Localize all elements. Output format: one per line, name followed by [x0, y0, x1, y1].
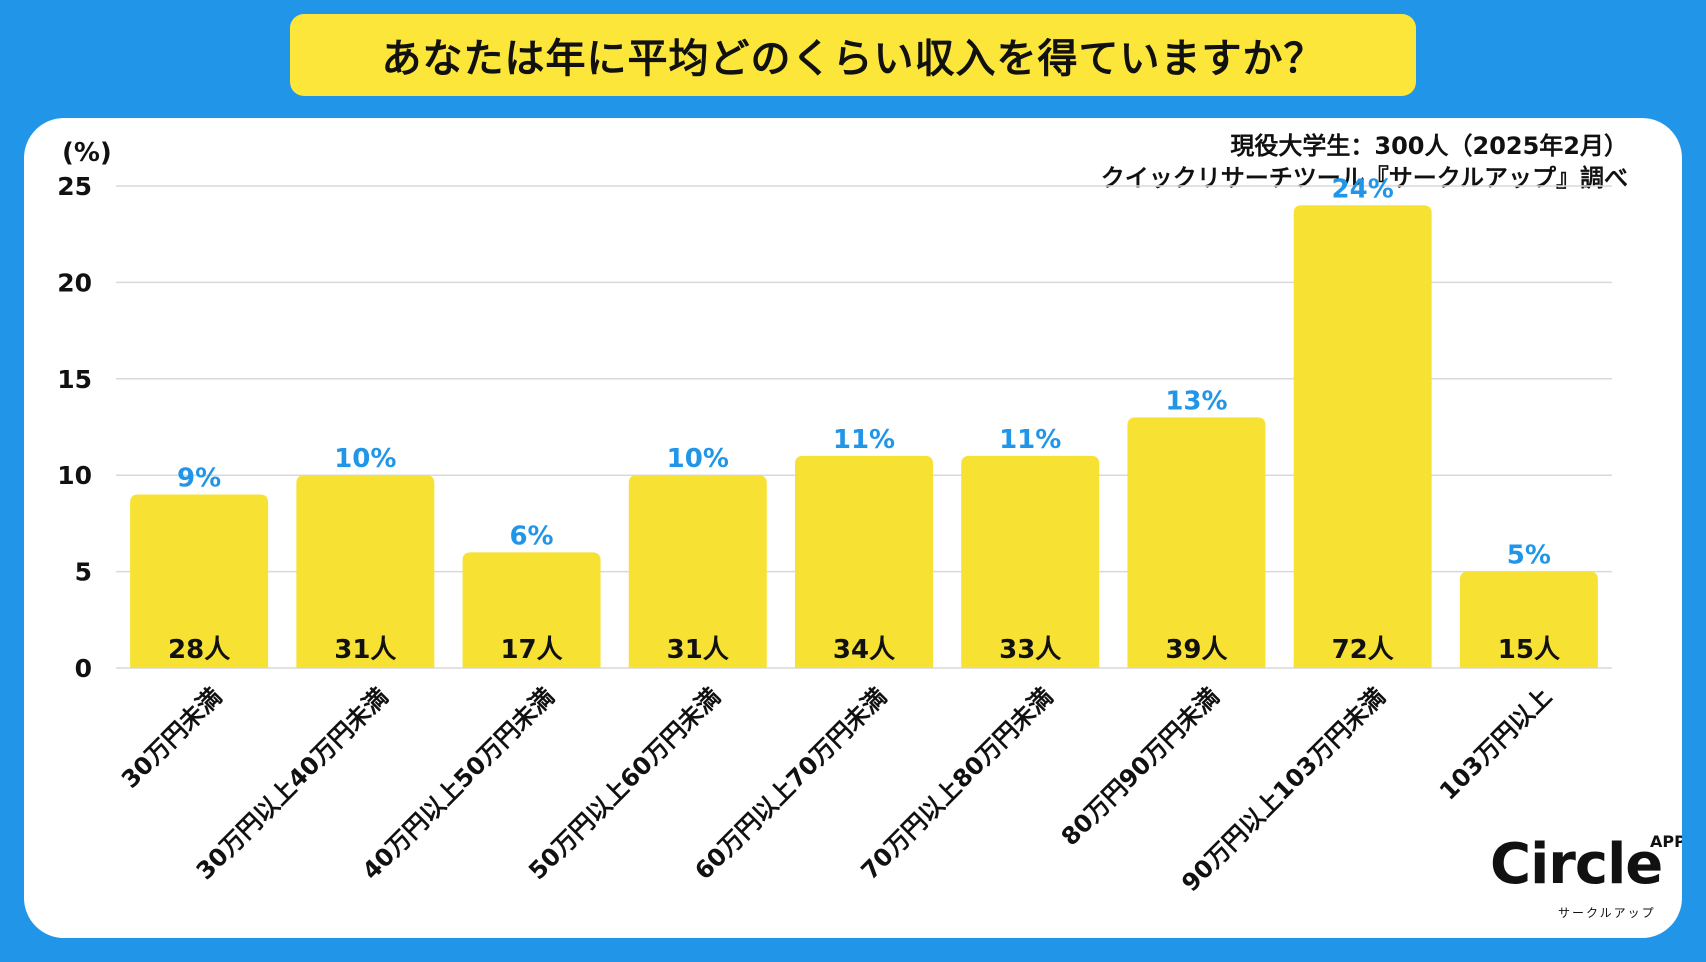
y-tick-label: 25 [57, 172, 92, 201]
bar [1293, 205, 1432, 668]
chart-title: あなたは年に平均どのくらい収入を得ていますか？ [381, 36, 1325, 82]
y-tick-label: 5 [75, 558, 92, 587]
x-category-label: 30万円未満 [116, 682, 227, 793]
bar-percent-label: 10% [334, 444, 396, 474]
bar-percent-label: 5% [1507, 541, 1551, 571]
bar [961, 455, 1100, 668]
x-category-label: 30万円以上40万円未満 [191, 682, 394, 885]
title-banner: あなたは年に平均どのくらい収入を得ていますか？ [290, 14, 1416, 96]
bar-percent-label: 9% [177, 463, 221, 493]
bar-percent-label: 13% [1165, 386, 1227, 416]
bar-percent-label: 10% [667, 444, 729, 474]
logo-word: Circle [1490, 832, 1663, 897]
bar-count-label: 31人 [334, 635, 396, 665]
bar-count-label: 31人 [667, 635, 729, 665]
y-tick-label: 0 [75, 654, 92, 683]
x-category-label: 103万円以上 [1434, 682, 1557, 805]
source-note: 現役大学生：300人（2025年2月） クイックリサーチツール『サークルアップ』… [1101, 130, 1628, 194]
y-axis-unit: (%) [62, 138, 112, 168]
circle-app-logo: Circle APP サークルアップ [1490, 832, 1682, 932]
bar [795, 455, 933, 668]
chart-panel: (%) 現役大学生：300人（2025年2月） クイックリサーチツール『サークル… [24, 118, 1682, 938]
bar [1459, 571, 1598, 668]
x-category-label: 50万円以上60万円未満 [523, 682, 726, 885]
bar-percent-label: 24% [1332, 174, 1394, 204]
y-tick-label: 15 [57, 365, 92, 394]
bar-count-label: 72人 [1332, 635, 1394, 665]
bar-percent-label: 6% [509, 521, 553, 551]
x-category-label: 80万円90万円未満 [1056, 682, 1225, 851]
bar-count-label: 28人 [168, 635, 230, 665]
bar [1127, 417, 1266, 668]
bar [296, 475, 435, 668]
logo-app: APP [1650, 832, 1682, 851]
bar [130, 494, 269, 668]
y-tick-label: 10 [57, 461, 92, 490]
bar-count-label: 39人 [1165, 635, 1227, 665]
x-category-label: 60万円以上70万円未満 [689, 682, 892, 885]
logo-kana: サークルアップ [1558, 906, 1656, 920]
source-line-2: クイックリサーチツール『サークルアップ』調べ [1100, 164, 1628, 192]
bar-count-label: 15人 [1498, 635, 1560, 665]
y-tick-label: 20 [57, 268, 92, 297]
bar-percent-label: 11% [833, 425, 895, 455]
bar-count-label: 33人 [999, 635, 1061, 665]
bar-count-label: 34人 [833, 635, 895, 665]
bar [462, 552, 601, 668]
x-category-label: 40万円以上50万円未満 [357, 682, 560, 885]
x-category-label: 70万円以上80万円未満 [856, 682, 1059, 885]
bar [628, 475, 767, 668]
bar-chart: 0 5 10 15 20 25 9% 28人 30万円未満 10% 31人 30万円以上40万円未満 6… [57, 172, 1612, 897]
bar-count-label: 17人 [500, 635, 562, 665]
source-line-1: 現役大学生：300人（2025年2月） [1230, 132, 1628, 160]
bar-percent-label: 11% [999, 425, 1061, 455]
